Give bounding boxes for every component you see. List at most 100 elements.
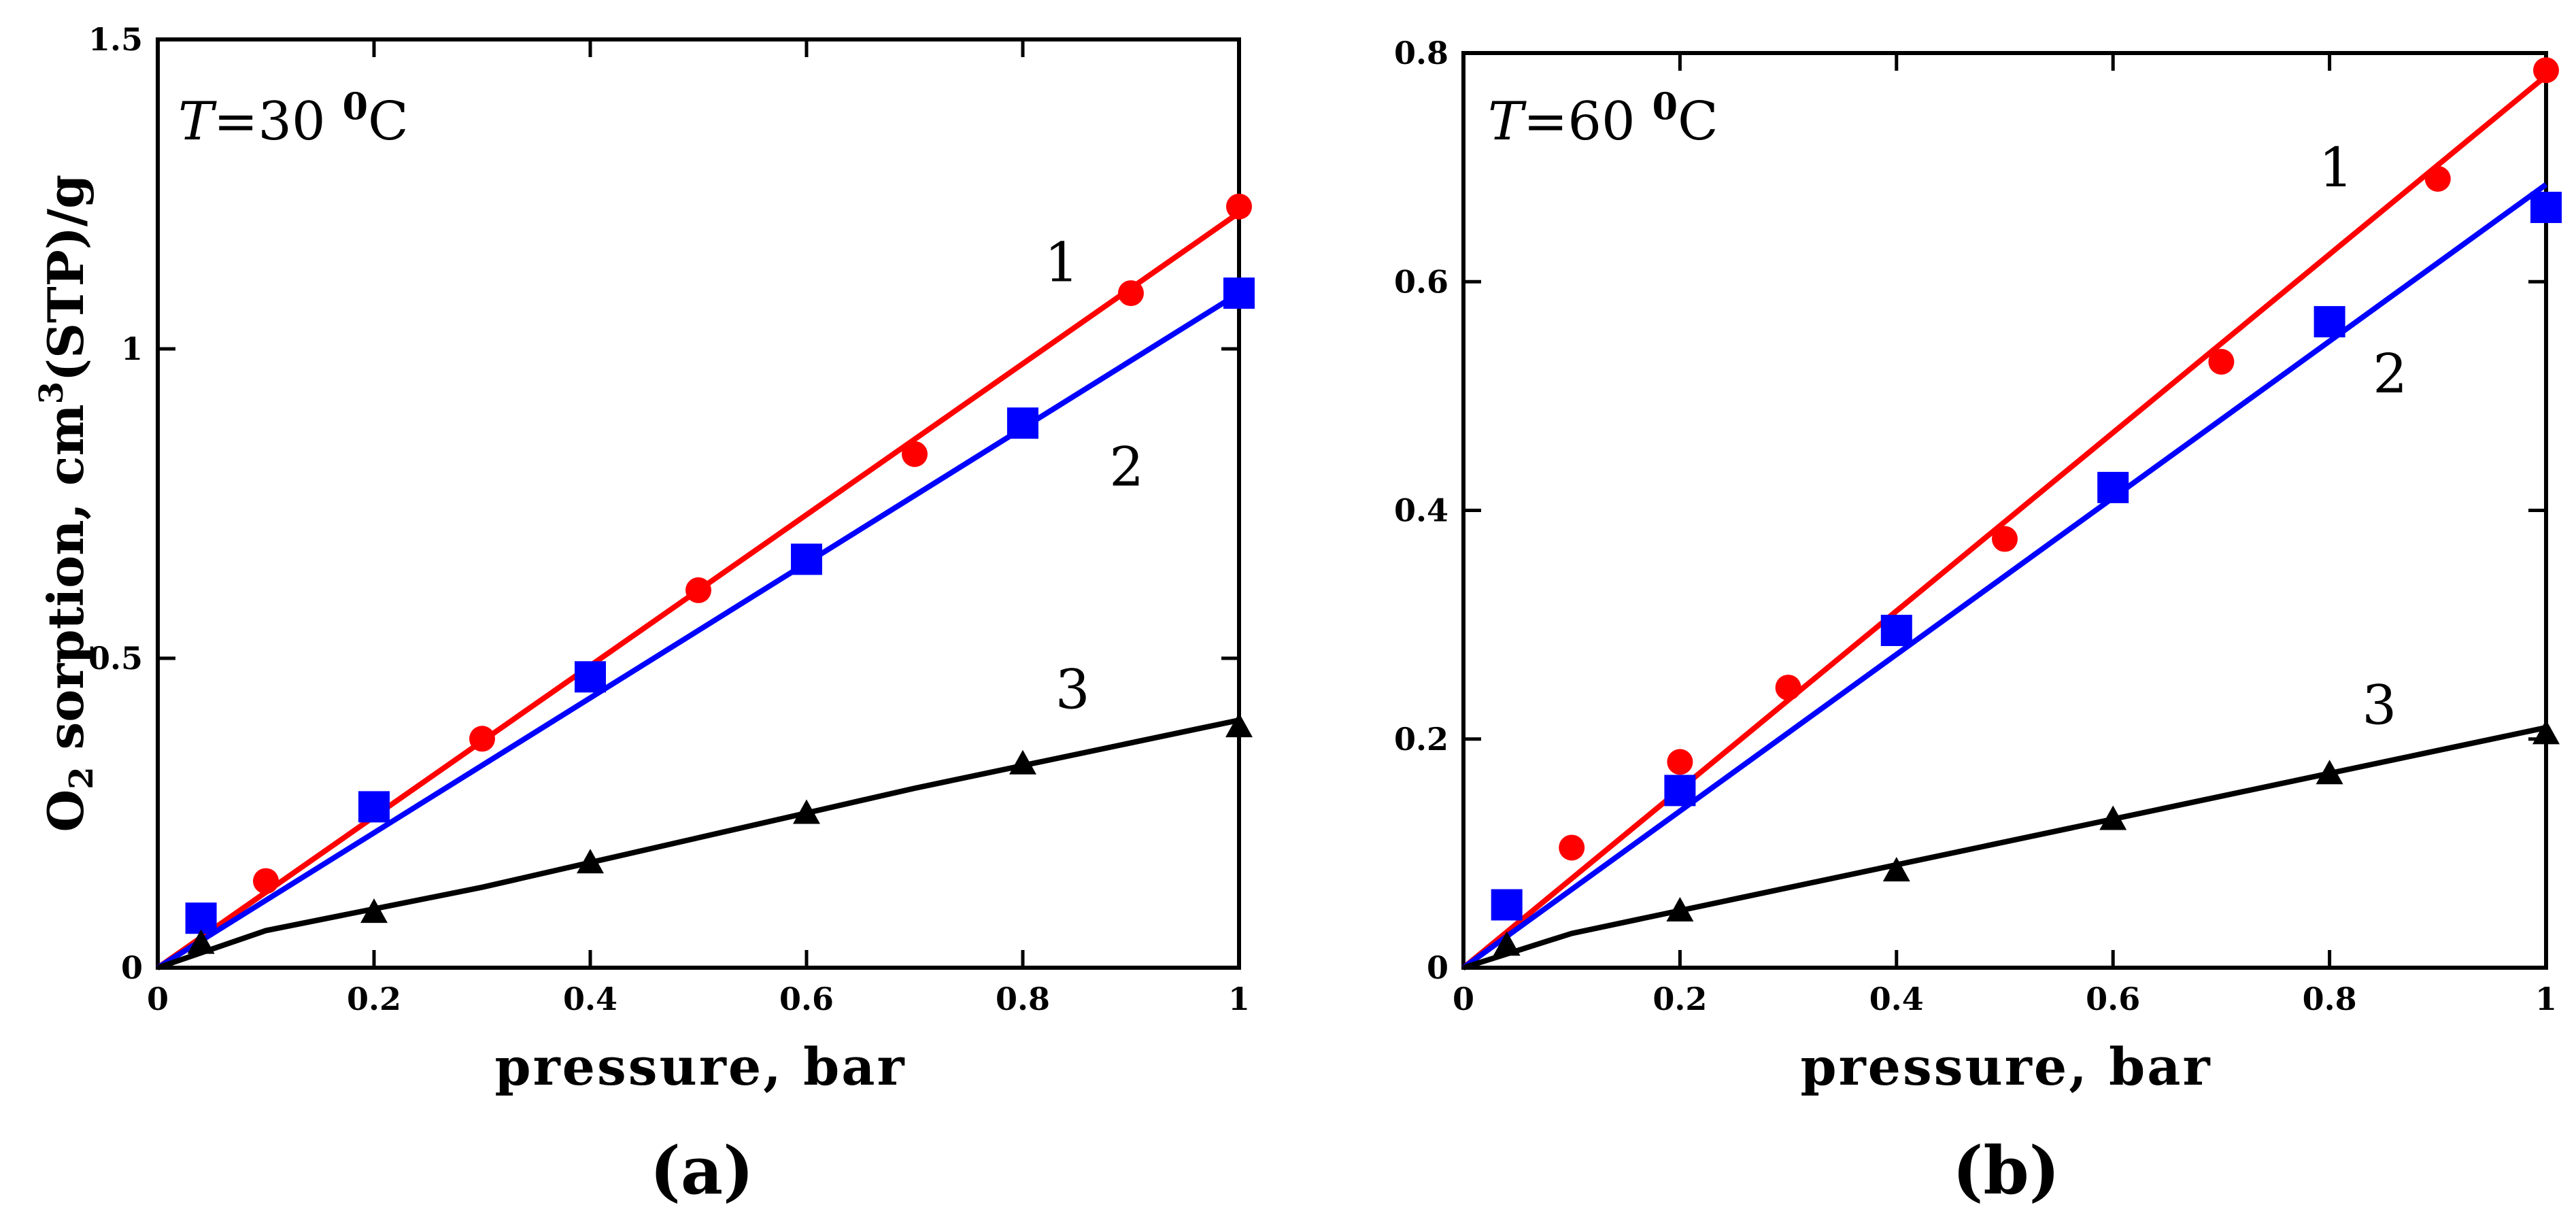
marker-series-3 xyxy=(1009,749,1036,775)
marker-series-3 xyxy=(793,799,820,824)
marker-series-3 xyxy=(1666,896,1694,921)
fit-lines xyxy=(1461,73,2548,970)
marker-series-1 xyxy=(1992,526,2018,552)
x-tick-label: 0.6 xyxy=(779,981,834,1017)
temperature-symbol: T xyxy=(178,91,217,152)
plot-frame xyxy=(156,37,1241,970)
x-tick-label: 0.8 xyxy=(996,981,1050,1017)
marker-series-3 xyxy=(2099,805,2127,830)
x-tick-label: 0.8 xyxy=(2303,981,2357,1017)
temperature-degree: 0 xyxy=(342,84,368,128)
temperature-annotation: T=60 0C xyxy=(1488,84,1718,152)
marker-series-2 xyxy=(1007,407,1038,439)
marker-series-1 xyxy=(2208,348,2235,375)
marker-series-1 xyxy=(1118,280,1144,307)
y-tick-label: 0.4 xyxy=(1394,492,1448,529)
temperature-annotation: T=30 0C xyxy=(178,84,409,152)
marker-series-2 xyxy=(1880,615,1912,647)
x-tick-label: 0 xyxy=(1453,981,1474,1017)
marker-series-3 xyxy=(1225,713,1253,738)
y-tick-label: 0.8 xyxy=(1394,35,1448,71)
curve-label-1: 1 xyxy=(2319,136,2354,199)
marker-series-2 xyxy=(2530,191,2562,223)
panel-a: 0 0.2 0.4 0.6 0.8 1 00.511.5 123 T=30 0C O2 s… xyxy=(33,21,1255,1209)
y-label-o: O xyxy=(37,790,95,832)
marker-series-3 xyxy=(2316,760,2343,785)
curve-label-1: 1 xyxy=(1045,231,1079,294)
marker-series-1 xyxy=(2533,57,2559,84)
marker-series-1 xyxy=(685,577,711,603)
marker-series-2 xyxy=(1223,277,1255,309)
marker-series-2 xyxy=(358,791,390,823)
data-markers xyxy=(185,193,1255,954)
y-label-sub: 2 xyxy=(63,766,101,789)
marker-series-2 xyxy=(575,661,606,693)
x-ticks: 0 0.2 0.4 0.6 0.8 1 xyxy=(1453,53,2557,1017)
temperature-unit: C xyxy=(368,91,409,152)
fit-line-2 xyxy=(1461,182,2548,970)
x-tick-label: 1 xyxy=(1228,981,1250,1017)
marker-series-3 xyxy=(577,849,604,874)
fit-line-1 xyxy=(1461,73,2548,970)
y-ticks: 0 0.2 0.4 0.6 0.8 xyxy=(1394,35,2546,986)
y-tick-label: 0.2 xyxy=(1394,721,1448,758)
marker-series-2 xyxy=(185,902,217,934)
temperature-symbol: T xyxy=(1488,91,1527,152)
y-tick-label: 1 xyxy=(121,331,143,367)
marker-series-2 xyxy=(1491,889,1523,921)
y-label-mid: sorption, cm xyxy=(37,404,95,766)
marker-series-1 xyxy=(1667,749,1693,775)
y-label-sup: 3 xyxy=(33,382,71,404)
x-ticks: 0 0.2 0.4 0.6 0.8 1 xyxy=(147,39,1250,1017)
curve-labels: 1 2 3 xyxy=(2319,136,2408,736)
x-tick-label: 1 xyxy=(2535,981,2557,1017)
curve-label-3: 3 xyxy=(1055,658,1090,722)
marker-series-3 xyxy=(187,929,215,954)
marker-series-3 xyxy=(1493,931,1521,956)
temperature-value: =60 xyxy=(1523,91,1652,152)
x-tick-label: 0.6 xyxy=(2086,981,2140,1017)
marker-series-1 xyxy=(2424,165,2451,192)
temperature-value: =30 xyxy=(214,91,342,152)
x-axis-label: pressure, bar xyxy=(1800,1036,2211,1097)
y-tick-label: 0 xyxy=(121,949,143,986)
marker-series-3 xyxy=(1882,857,1910,882)
marker-series-1 xyxy=(1775,675,1801,701)
fit-line-2 xyxy=(156,290,1241,970)
panel-caption: (b) xyxy=(1952,1132,2060,1209)
panel-caption: (a) xyxy=(649,1132,753,1209)
y-axis-label: O2 sorption, cm3(STP)/g xyxy=(33,174,101,832)
panel-b: 0 0.2 0.4 0.6 0.8 1 00.20.40.60.8 123 T=60 0C… xyxy=(1394,35,2562,1209)
curve-labels: 1 2 3 xyxy=(1045,231,1144,722)
x-tick-label: 0.4 xyxy=(1869,981,1924,1017)
curve-label-2: 2 xyxy=(1109,435,1144,498)
x-tick-label: 0.2 xyxy=(347,981,401,1017)
y-tick-label: 0 xyxy=(1427,949,1448,986)
marker-series-1 xyxy=(1559,834,1585,861)
curve-label-2: 2 xyxy=(2373,342,2407,405)
temperature-degree: 0 xyxy=(1652,84,1678,128)
marker-series-2 xyxy=(1664,775,1696,807)
x-tick-label: 0.4 xyxy=(563,981,617,1017)
y-tick-label: 1.5 xyxy=(88,21,143,58)
marker-series-1 xyxy=(1226,193,1252,220)
marker-series-2 xyxy=(2314,306,2345,338)
curve-label-3: 3 xyxy=(2362,673,2396,736)
marker-series-2 xyxy=(791,543,822,575)
marker-series-1 xyxy=(902,441,928,467)
y-tick-label: 0.5 xyxy=(88,640,143,677)
fit-line-3 xyxy=(156,717,1240,970)
data-markers xyxy=(1491,57,2562,956)
x-tick-label: 0.2 xyxy=(1653,981,1707,1017)
marker-series-1 xyxy=(469,726,495,752)
x-axis-label: pressure, bar xyxy=(494,1036,906,1097)
y-label-post: (STP)/g xyxy=(37,174,95,382)
y-tick-label: 0.6 xyxy=(1394,263,1448,300)
marker-series-2 xyxy=(2097,471,2129,503)
x-tick-label: 0 xyxy=(147,981,169,1017)
marker-series-3 xyxy=(2532,719,2560,745)
temperature-unit: C xyxy=(1678,91,1718,152)
y-ticks: 0 0.5 1 1.5 xyxy=(88,21,1239,986)
marker-series-3 xyxy=(360,898,388,924)
